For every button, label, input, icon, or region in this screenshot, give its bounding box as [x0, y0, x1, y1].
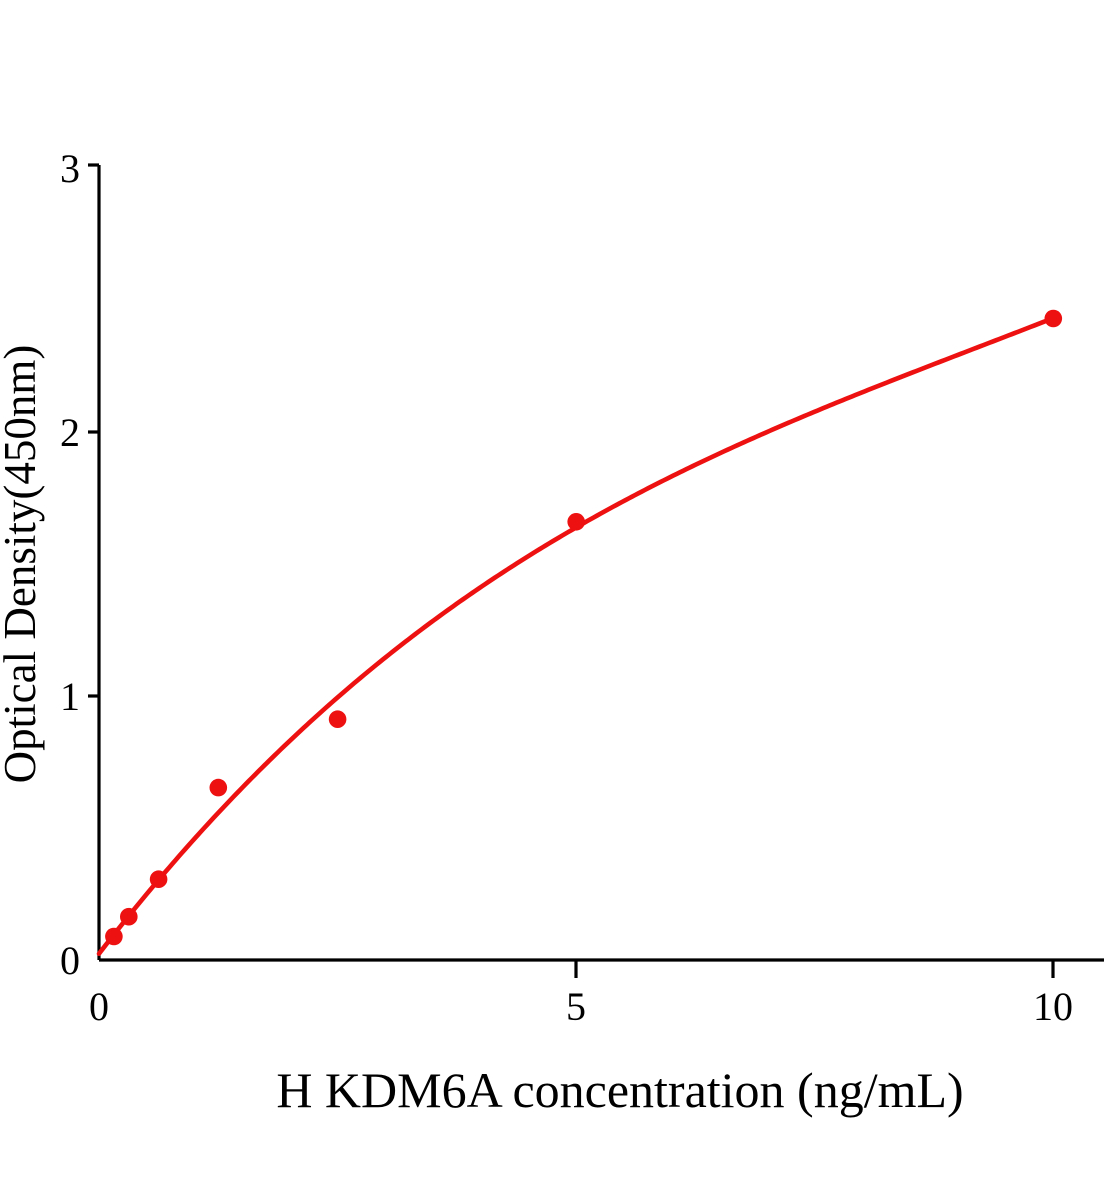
svg-text:Optical Density(450nm): Optical Density(450nm) [0, 345, 45, 784]
svg-text:0: 0 [60, 938, 80, 983]
svg-text:1: 1 [60, 674, 80, 719]
svg-text:3: 3 [60, 146, 80, 191]
svg-text:5: 5 [566, 984, 586, 1029]
svg-text:0: 0 [89, 984, 109, 1029]
svg-text:10: 10 [1033, 984, 1073, 1029]
svg-text:H KDM6A concentration (ng/mL): H KDM6A concentration (ng/mL) [276, 1062, 963, 1118]
svg-text:2: 2 [60, 410, 80, 455]
